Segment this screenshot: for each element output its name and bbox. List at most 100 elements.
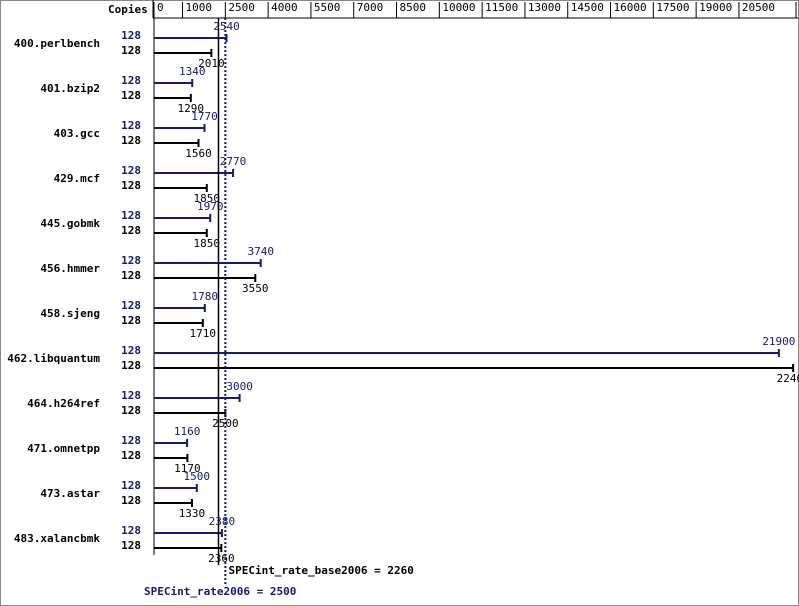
x-tick-label: 20500 (742, 1, 775, 14)
copies-label: 128 (121, 74, 141, 87)
bar (154, 439, 189, 447)
benchmark-label: 445.gobmk (40, 217, 100, 230)
value-label: 22400 (777, 372, 799, 385)
copies-label: 128 (121, 164, 141, 177)
benchmark-label: 400.perlbench (14, 37, 100, 50)
copies-label: 128 (121, 44, 141, 57)
copies-label: 128 (121, 209, 141, 222)
x-tick-label: 4000 (271, 1, 298, 14)
value-label: 1330 (179, 507, 206, 520)
value-label: 2380 (209, 515, 236, 528)
copies-label: 128 (121, 344, 141, 357)
bar (154, 94, 192, 102)
benchmark-label: 483.xalancbmk (14, 532, 100, 545)
x-tick-label: 8500 (400, 1, 427, 14)
value-label: 1500 (184, 470, 211, 483)
copies-label: 128 (121, 29, 141, 42)
bar (154, 304, 206, 312)
bar (154, 544, 223, 552)
value-label: 3740 (247, 245, 274, 258)
x-tick-label: 7000 (357, 1, 384, 14)
value-label: 2770 (220, 155, 247, 168)
copies-label: 128 (121, 314, 141, 327)
bar (154, 34, 228, 42)
value-label: 2360 (208, 552, 235, 565)
bar (154, 229, 208, 237)
value-label: 3000 (226, 380, 253, 393)
value-label: 1780 (192, 290, 219, 303)
bar (154, 214, 212, 222)
copies-label: 128 (121, 494, 141, 507)
reference-label: SPECint_rate2006 = 2500 (144, 585, 296, 598)
value-label: 1710 (190, 327, 217, 340)
copies-label: 128 (121, 224, 141, 237)
x-tick-label: 10000 (442, 1, 475, 14)
benchmark-label: 471.omnetpp (27, 442, 100, 455)
bar (154, 319, 204, 327)
copies-label: 128 (121, 434, 141, 447)
bar (154, 349, 780, 357)
copies-label: 128 (121, 479, 141, 492)
reference-label: SPECint_rate_base2006 = 2260 (228, 564, 413, 577)
bar (154, 499, 193, 507)
value-label: 1170 (174, 462, 201, 475)
value-label: 1970 (197, 200, 224, 213)
x-tick-label: 11500 (485, 1, 518, 14)
value-label: 1850 (194, 237, 221, 250)
bar (154, 259, 262, 267)
benchmark-label: 456.hmmer (40, 262, 100, 275)
benchmark-label: 401.bzip2 (40, 82, 100, 95)
benchmark-label: 473.astar (40, 487, 100, 500)
bar (154, 139, 200, 147)
x-tick-label: 13000 (528, 1, 561, 14)
copies-label: 128 (121, 359, 141, 372)
copies-label: 128 (121, 269, 141, 282)
x-tick-label: 17500 (656, 1, 689, 14)
bar (154, 484, 198, 492)
value-label: 2540 (213, 20, 240, 33)
bar (154, 124, 206, 132)
x-tick-label: 2500 (228, 1, 255, 14)
bar (154, 184, 208, 192)
x-tick-label: 14500 (571, 1, 604, 14)
copies-label: 128 (121, 254, 141, 267)
benchmark-label: 429.mcf (54, 172, 100, 185)
bar (154, 169, 235, 177)
value-label: 1340 (179, 65, 206, 78)
copies-label: 128 (121, 299, 141, 312)
copies-label: 128 (121, 539, 141, 552)
copies-label: 128 (121, 449, 141, 462)
x-tick-label: 19000 (699, 1, 732, 14)
copies-label: 128 (121, 404, 141, 417)
benchmark-label: 462.libquantum (7, 352, 100, 365)
bar (154, 529, 223, 537)
x-tick-label: 16000 (614, 1, 647, 14)
copies-label: 128 (121, 179, 141, 192)
bar (154, 454, 189, 462)
x-tick-label: 1000 (186, 1, 213, 14)
benchmark-label: 403.gcc (54, 127, 100, 140)
benchmark-label: 464.h264ref (27, 397, 100, 410)
x-tick-label: 0 (157, 1, 164, 14)
x-tick-label: 5500 (314, 1, 341, 14)
bar (154, 274, 257, 282)
copies-label: 128 (121, 119, 141, 132)
copies-label: 128 (121, 89, 141, 102)
copies-header: Copies (108, 3, 148, 16)
value-label: 3550 (242, 282, 269, 295)
bar (154, 79, 194, 87)
value-label: 21900 (762, 335, 795, 348)
benchmark-label: 458.sjeng (40, 307, 100, 320)
copies-label: 128 (121, 389, 141, 402)
bar (154, 49, 213, 57)
copies-label: 128 (121, 134, 141, 147)
value-label: 1850 (194, 192, 221, 205)
value-label: 1160 (174, 425, 201, 438)
value-label: 1770 (191, 110, 218, 123)
bar (154, 364, 795, 372)
value-label: 1560 (185, 147, 212, 160)
value-label: 1290 (178, 102, 205, 115)
copies-label: 128 (121, 524, 141, 537)
